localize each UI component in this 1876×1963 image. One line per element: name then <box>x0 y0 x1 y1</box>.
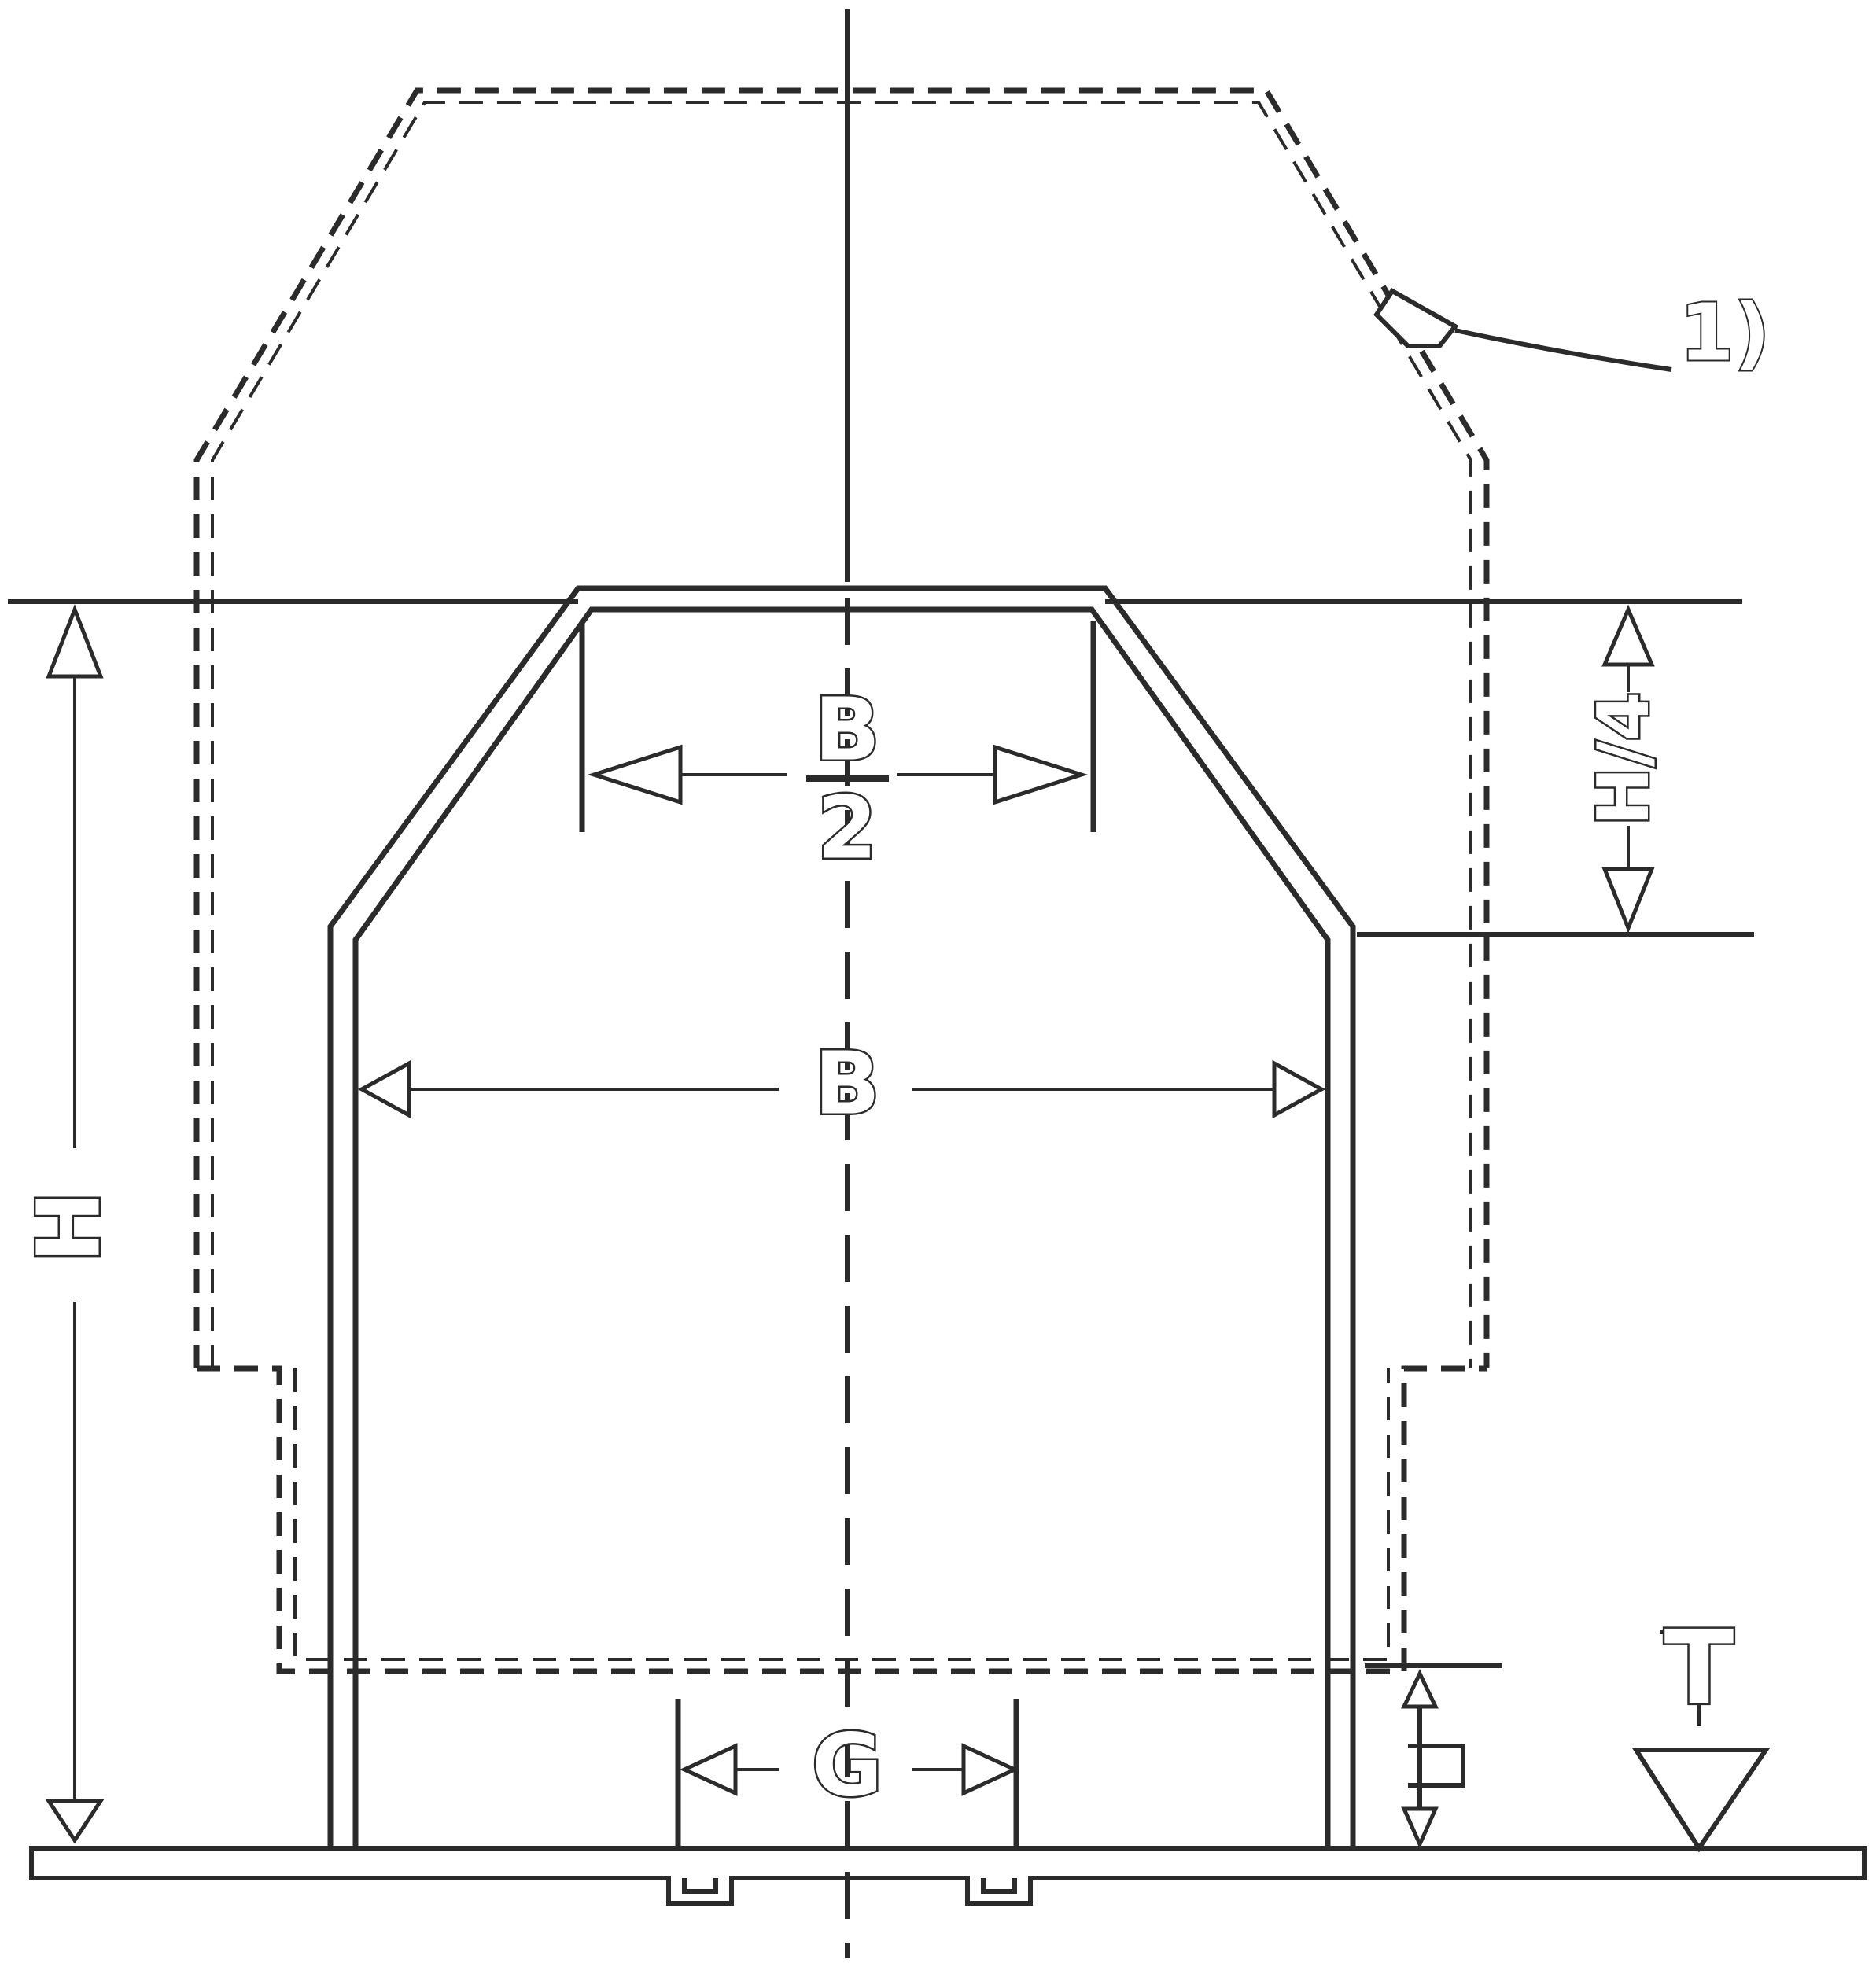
label-t: T <box>1664 1608 1734 1728</box>
arrow-bottom-gap-down <box>1401 1806 1439 1850</box>
track-base <box>29 1846 1867 1906</box>
note-leader <box>1373 288 1672 372</box>
arrow-h-quarter-bottom <box>1601 867 1655 934</box>
label-g: G <box>812 1714 883 1815</box>
label-b-half-numerator: B <box>814 679 880 779</box>
arrow-b-half-left <box>587 744 683 805</box>
label-note-1: 1) <box>1679 286 1770 378</box>
b-half-extension-lines <box>579 621 1096 832</box>
reference-lines <box>8 599 1754 1668</box>
arrow-h-bottom <box>45 1799 105 1844</box>
arrow-h-quarter-top <box>1601 604 1655 667</box>
label-b-half-denominator: 2 <box>817 777 878 878</box>
g-extension-lines <box>675 1699 1019 1848</box>
arrow-b-half-right <box>993 744 1089 805</box>
arrow-b-right <box>1272 1059 1326 1119</box>
outer-dashed-envelope <box>193 87 1490 1674</box>
arrowheads <box>45 604 1655 1850</box>
arrow-bottom-gap-up <box>1401 1669 1439 1709</box>
arrow-g-right <box>961 1743 1019 1796</box>
arrow-h-top <box>46 604 104 679</box>
bottom-gap-dimension <box>1408 1707 1465 1809</box>
label-b: B <box>814 1033 880 1133</box>
vehicle-outline <box>327 585 1356 1848</box>
label-h: H <box>18 1191 119 1263</box>
arrow-b-left <box>357 1059 411 1119</box>
arrow-g-left <box>680 1743 738 1796</box>
label-h-quarter: H/4 <box>1583 692 1665 827</box>
top-of-rail-symbol <box>1631 1630 1771 1853</box>
